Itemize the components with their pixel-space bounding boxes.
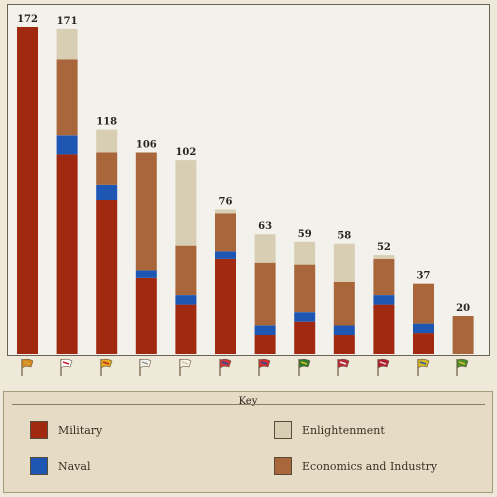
- flag-tricolor-icon: [255, 357, 273, 377]
- bar-economics-11: [413, 283, 434, 324]
- bar-value-label: 37: [417, 271, 431, 282]
- flag-red-icon: [374, 357, 392, 377]
- bar-naval-6: [215, 251, 236, 259]
- bar-economics-9: [333, 281, 355, 326]
- bar-value-label: 118: [96, 117, 117, 128]
- naval-swatch: [30, 457, 48, 475]
- bar-economics-3: [96, 152, 118, 185]
- bar-economics-2: [56, 59, 78, 136]
- bar-value-label: 59: [298, 229, 312, 240]
- key-label-economics: Economics and Industry: [302, 459, 438, 473]
- key-inner: Military Naval Enlightenment Economics a…: [12, 404, 485, 489]
- bar-military-8: [294, 321, 316, 354]
- flag-tricolor-icon: [216, 357, 234, 377]
- key-item-military: Military: [30, 421, 102, 439]
- bar-military-1: [17, 27, 38, 354]
- bar-value-label: 52: [377, 242, 391, 253]
- flag-white-icon: [136, 357, 154, 377]
- bar-military-7: [254, 335, 276, 354]
- bar-naval-11: [413, 323, 434, 334]
- flag-spain-icon: [97, 357, 115, 377]
- bar-naval-7: [254, 325, 276, 335]
- bar-naval-2: [56, 135, 78, 155]
- bar-economics-5: [175, 245, 197, 295]
- flag-red-icon: [334, 357, 352, 377]
- bar-enlightenment-3: [96, 129, 118, 153]
- flag-cross-icon: [57, 357, 75, 377]
- bar-value-label: 171: [57, 16, 78, 27]
- bar-enlightenment-2: [56, 28, 78, 60]
- bar-value-label: 20: [456, 303, 470, 314]
- bar-military-10: [373, 304, 395, 354]
- bar-naval-8: [294, 312, 316, 322]
- stacked-bar-chart: 172 171 118 106 102 76 63 59 58 52 37 20: [17, 14, 474, 354]
- bar-economics-12: [452, 316, 474, 354]
- bar-naval-5: [175, 295, 197, 305]
- bar-economics-10: [373, 258, 395, 295]
- bar-economics-4: [135, 152, 157, 271]
- bar-economics-6: [215, 213, 236, 252]
- bar-military-3: [96, 200, 118, 354]
- flag-green-icon: [453, 357, 471, 377]
- bar-value-label: 172: [17, 14, 38, 25]
- enlightenment-swatch: [274, 421, 292, 439]
- bar-naval-10: [373, 295, 395, 305]
- bar-enlightenment-8: [294, 241, 316, 265]
- economics-swatch: [274, 457, 292, 475]
- bar-military-4: [135, 278, 157, 354]
- bar-enlightenment-5: [175, 160, 197, 246]
- bar-naval-3: [96, 184, 118, 200]
- key-item-enlightenment: Enlightenment: [274, 421, 385, 439]
- bar-economics-8: [294, 264, 316, 313]
- bar-economics-7: [254, 262, 276, 326]
- bar-enlightenment-6: [215, 209, 236, 214]
- key-item-economics: Economics and Industry: [274, 457, 437, 475]
- bar-military-11: [413, 333, 434, 354]
- bar-military-5: [175, 304, 197, 354]
- bar-enlightenment-10: [373, 255, 395, 259]
- flag-white-icon: [176, 357, 194, 377]
- bar-military-9: [333, 335, 355, 354]
- key-item-naval: Naval: [30, 457, 90, 475]
- military-swatch: [30, 421, 48, 439]
- bar-military-2: [56, 154, 78, 354]
- bar-value-label: 63: [258, 221, 272, 232]
- bar-military-6: [215, 258, 236, 354]
- bar-value-label: 102: [175, 147, 196, 158]
- flag-blue-icon: [414, 357, 432, 377]
- key-label-military: Military: [58, 423, 103, 437]
- key-panel: Key Military Naval Enlightenment Economi…: [3, 391, 493, 493]
- bar-enlightenment-9: [333, 243, 355, 282]
- bar-naval-4: [135, 270, 157, 278]
- key-label-naval: Naval: [58, 459, 91, 473]
- bar-enlightenment-7: [254, 234, 276, 263]
- bar-value-label: 58: [337, 231, 351, 242]
- bar-naval-9: [333, 325, 355, 335]
- bar-value-label: 106: [136, 140, 157, 151]
- key-title: Key: [238, 396, 258, 407]
- flag-green-icon: [295, 357, 313, 377]
- flag-orange-icon: [18, 357, 36, 377]
- chart-panel: 172 171 118 106 102 76 63 59 58 52 37 20: [7, 4, 490, 356]
- key-label-enlightenment: Enlightenment: [302, 423, 385, 437]
- bar-value-label: 76: [219, 197, 233, 208]
